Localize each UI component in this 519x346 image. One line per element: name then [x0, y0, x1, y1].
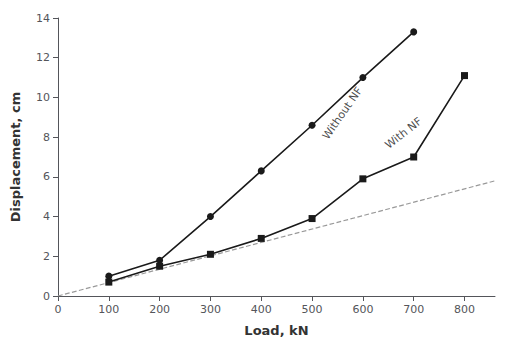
svg-text:600: 600: [352, 303, 373, 316]
svg-text:800: 800: [454, 303, 475, 316]
svg-text:Load, kN: Load, kN: [244, 323, 308, 338]
svg-text:300: 300: [200, 303, 221, 316]
svg-text:200: 200: [149, 303, 170, 316]
svg-text:6: 6: [43, 170, 50, 183]
svg-text:500: 500: [302, 303, 323, 316]
svg-text:10: 10: [36, 91, 50, 104]
svg-text:0: 0: [43, 290, 50, 303]
svg-text:2: 2: [43, 250, 50, 263]
svg-text:8: 8: [43, 131, 50, 144]
svg-text:4: 4: [43, 210, 50, 223]
svg-text:14: 14: [36, 12, 50, 25]
svg-text:Without NF: Without NF: [320, 85, 366, 142]
svg-text:12: 12: [36, 51, 50, 64]
svg-text:Displacement, cm: Displacement, cm: [8, 92, 23, 223]
svg-text:400: 400: [251, 303, 272, 316]
svg-text:100: 100: [98, 303, 119, 316]
svg-text:700: 700: [403, 303, 424, 316]
svg-text:0: 0: [55, 303, 62, 316]
svg-text:With NF: With NF: [383, 115, 425, 152]
